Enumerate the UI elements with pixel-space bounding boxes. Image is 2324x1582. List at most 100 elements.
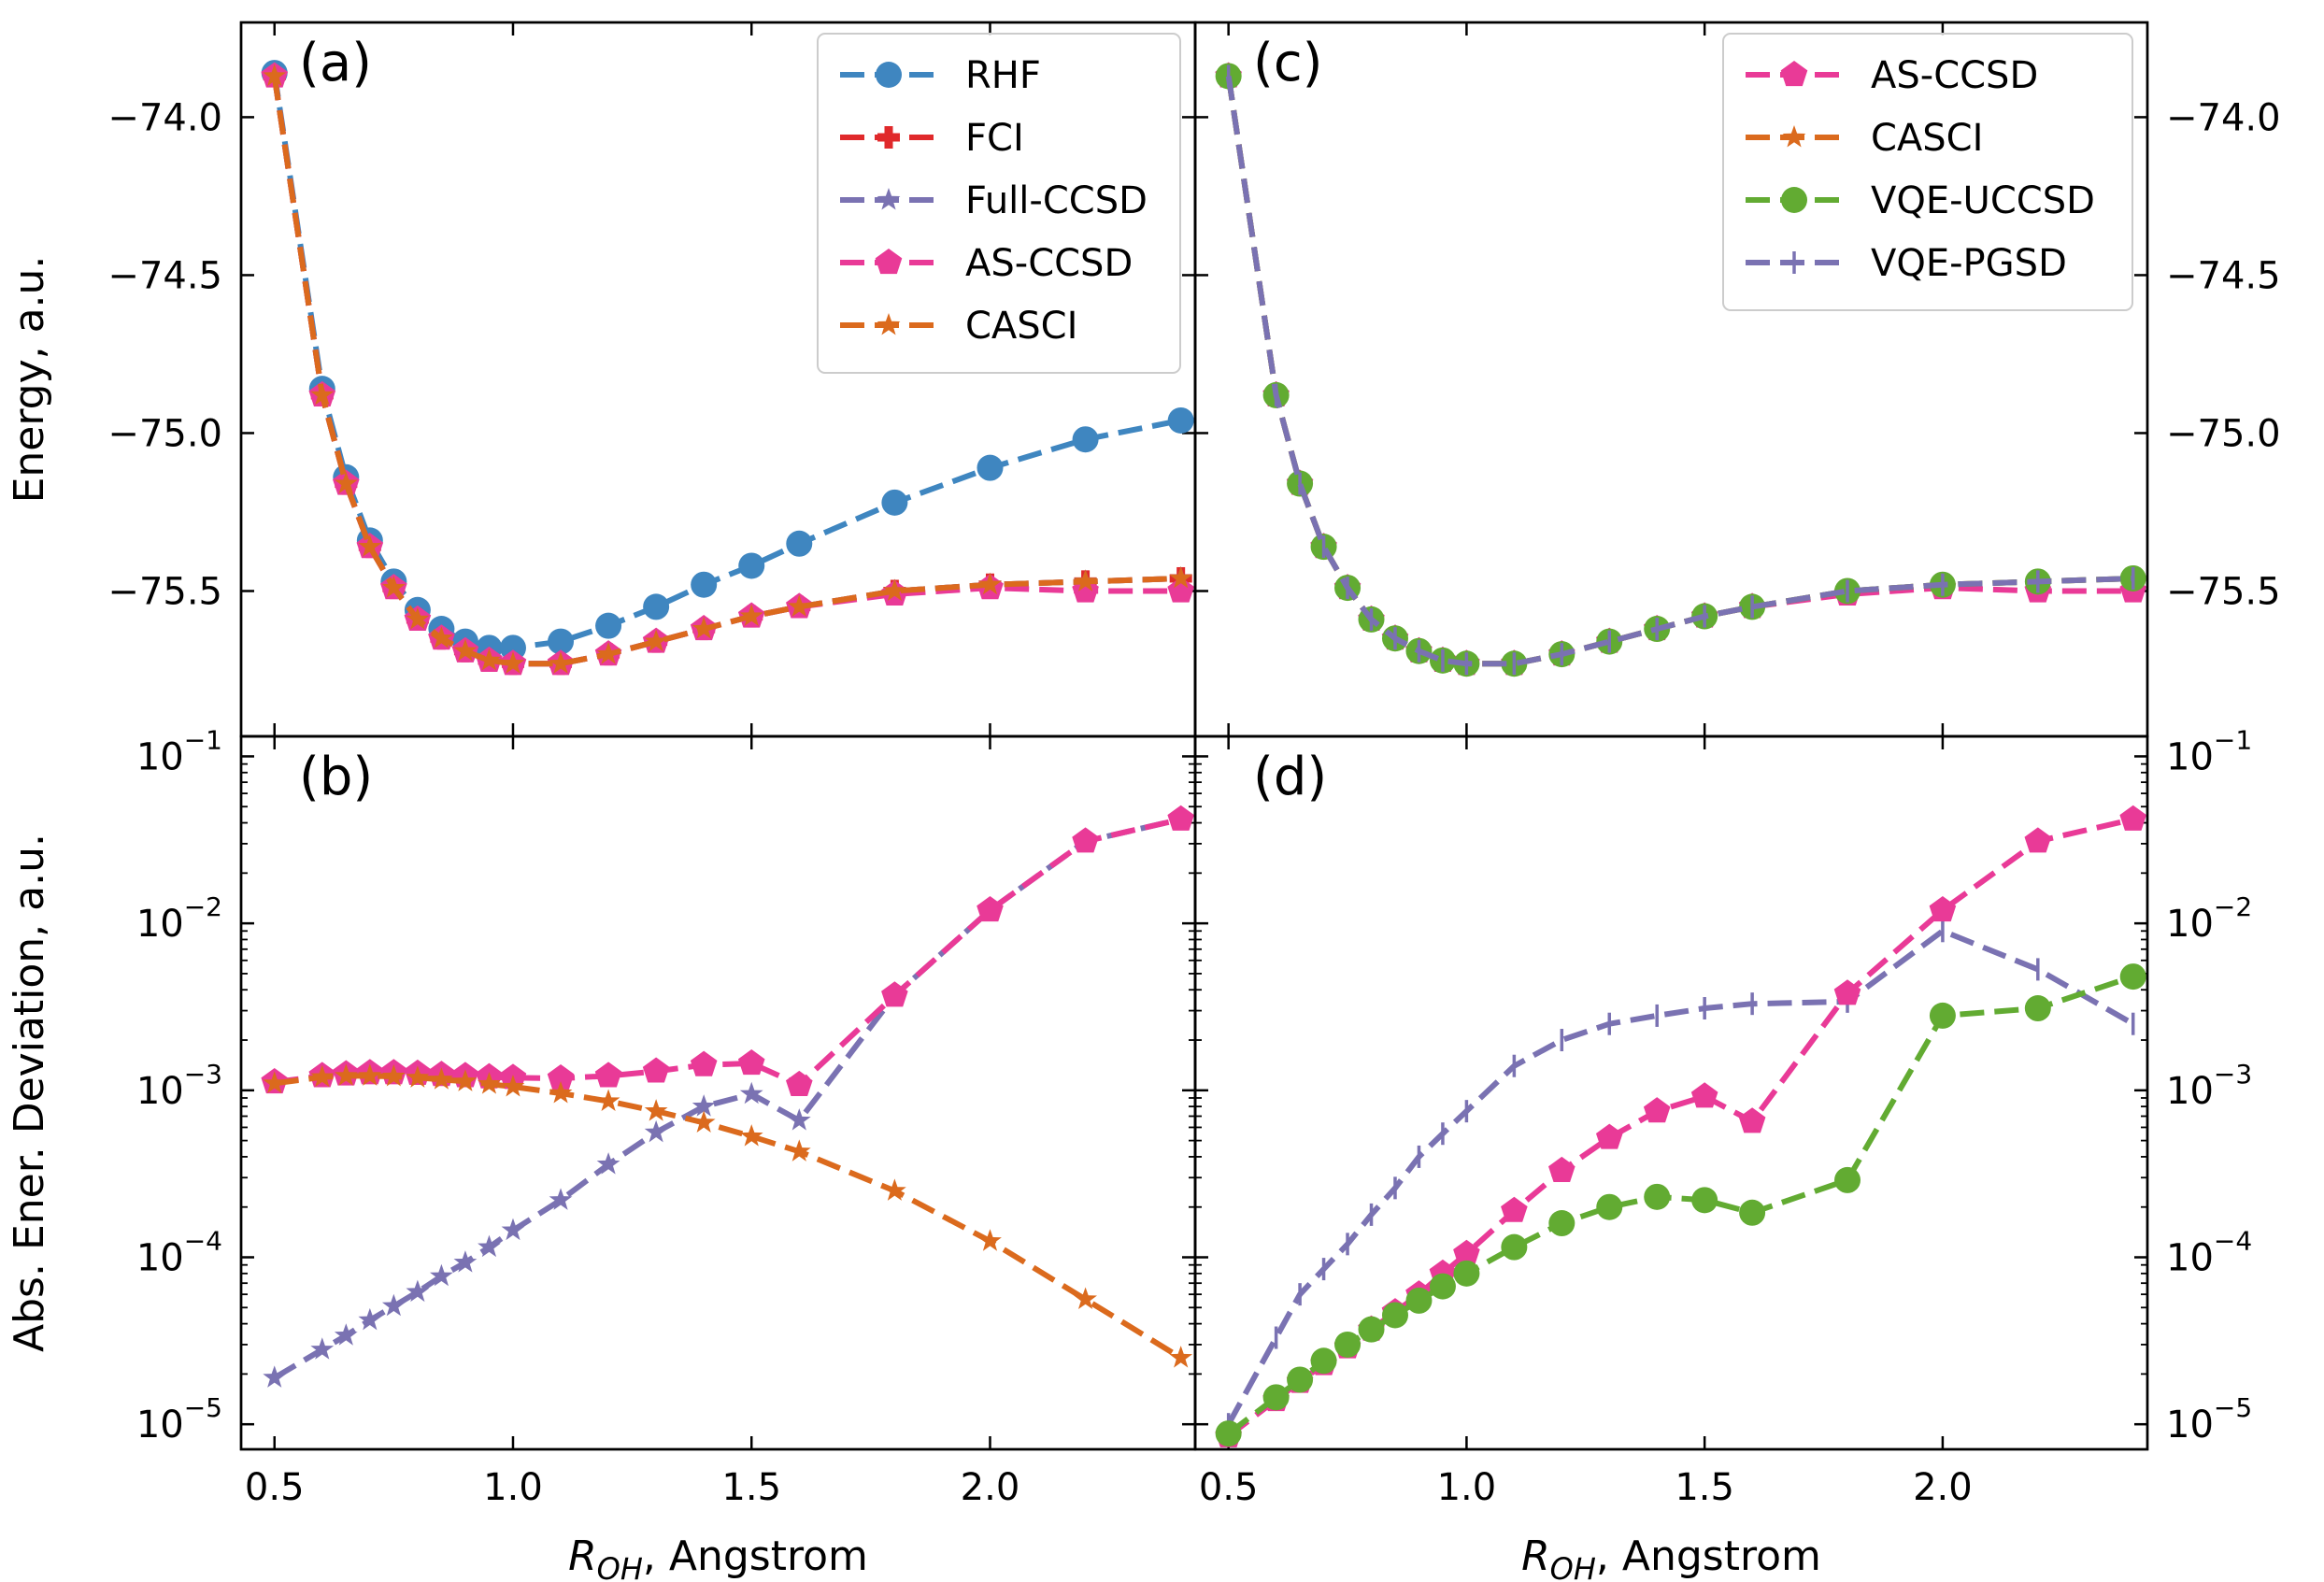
data-point: [1833, 979, 1861, 1005]
legend-label: RHF: [965, 54, 1041, 97]
panel-label-c: (c): [1253, 33, 1322, 93]
y-axis-label-a: Energy, a.u.: [6, 256, 53, 504]
data-point: [453, 1250, 478, 1273]
data-point: [739, 604, 763, 627]
data-point: [547, 1063, 575, 1090]
legend-label: VQE-PGSD: [1871, 242, 2067, 285]
legend-a: RHF FCI Full-CCSD AS-CCSD CASCI: [817, 33, 1181, 374]
y-tick-label: −74.5: [2166, 254, 2281, 297]
data-point: [978, 572, 1002, 595]
data-point: [1690, 1082, 1718, 1108]
data-point: [596, 1152, 620, 1175]
data-point: [310, 382, 335, 406]
data-point: [1453, 1239, 1480, 1265]
data-point: [595, 612, 622, 639]
data-point: [2119, 963, 2146, 991]
data-point: [501, 1075, 525, 1097]
data-point: [358, 534, 382, 557]
panel-label-d: (d): [1253, 747, 1327, 807]
data-point: [787, 1139, 811, 1162]
data-point: [978, 1229, 1002, 1251]
data-point: [642, 1057, 670, 1083]
data-point: [381, 1064, 406, 1087]
y-axis-label-b: Abs. Ener. Deviation, a.u.: [6, 834, 53, 1352]
data-point: [548, 628, 575, 655]
data-point: [549, 651, 573, 674]
data-point: [501, 1218, 525, 1241]
data-point: [977, 454, 1004, 481]
data-point: [334, 471, 358, 494]
data-point: [263, 1365, 287, 1388]
legend-marker: [877, 313, 901, 335]
legend-c: AS-CCSD CASCI VQE-UCCSD VQE-PGSD: [1722, 33, 2133, 311]
legend-label: Full-CCSD: [965, 179, 1148, 222]
data-point: [644, 1119, 668, 1143]
series-casci: [263, 64, 1193, 674]
panel-a: −74.0 −74.5 −75.0 −75.5 (a) RHF FCI Full-CCSD AS…: [6, 22, 1195, 736]
legend-label: CASCI: [1871, 117, 1983, 160]
data-point: [1453, 1260, 1480, 1287]
x-ticks-b: 0.5 1.0 1.5 2.0: [245, 736, 1019, 1509]
data-point: [691, 571, 718, 598]
y-tick-label: 10−4: [136, 1226, 222, 1280]
data-point: [358, 1307, 382, 1331]
legend-marker: [1782, 125, 1806, 148]
data-point: [739, 1124, 763, 1147]
data-point: [1738, 1107, 1766, 1133]
data-point: [882, 1178, 906, 1201]
y-tick-label: −75.5: [2166, 570, 2281, 613]
y-tick-label: 10−5: [136, 1392, 222, 1447]
data-point: [334, 1063, 358, 1086]
data-point: [1929, 895, 1957, 922]
legend-label: CASCI: [965, 305, 1077, 348]
data-point: [1381, 1302, 1408, 1329]
data-point: [1595, 1123, 1623, 1149]
data-point: [2119, 805, 2147, 831]
legend-item: CASCI: [840, 305, 1077, 348]
legend-item: FCI: [840, 117, 1024, 160]
data-point: [1215, 1420, 1242, 1447]
legend-item: CASCI: [1746, 117, 1983, 160]
x-axis-label-b: ROH, Angstrom: [568, 1532, 868, 1582]
data-point: [430, 1263, 453, 1287]
legend-marker: [1781, 187, 1807, 213]
legend-label: FCI: [965, 117, 1024, 160]
data-point: [1501, 1196, 1528, 1222]
y-tick-label: 10−5: [2166, 1392, 2252, 1447]
data-point: [2024, 995, 2051, 1022]
x-tick-label: 1.0: [1437, 1466, 1497, 1509]
data-point: [549, 1080, 573, 1104]
x-tick-label: 0.5: [1199, 1466, 1259, 1509]
data-point: [358, 1063, 382, 1086]
data-point: [1169, 1346, 1193, 1368]
data-point: [1262, 1384, 1290, 1411]
panel-border-d: [1193, 734, 2149, 1451]
legend-marker: [875, 249, 903, 275]
data-point: [1643, 1097, 1671, 1123]
data-point: [478, 648, 501, 671]
y-ticks-b: 10−5 10−4 10−3 10−2 10−1: [136, 724, 1195, 1447]
data-point: [1834, 1166, 1861, 1193]
x-tick-label: 2.0: [1913, 1466, 1973, 1509]
x-axis-label-d: ROH, Angstrom: [1521, 1532, 1821, 1582]
legend-box: [817, 33, 1181, 374]
data-point: [406, 1065, 430, 1088]
legend-box: [1722, 33, 2133, 311]
data-point: [549, 1188, 573, 1210]
data-point: [1167, 577, 1194, 603]
data-point: [1074, 569, 1097, 591]
data-point: [1358, 1316, 1385, 1343]
data-point: [1334, 1331, 1362, 1358]
data-point: [1548, 1210, 1575, 1237]
legend-item: RHF: [840, 54, 1041, 97]
data-point: [1287, 1366, 1314, 1393]
y-tick-label: 10−3: [2166, 1059, 2252, 1113]
panel-b: 10−5 10−4 10−3 10−2 10−1 0.5 1.0 1.5 2.0 (b) ROH, …: [6, 724, 1195, 1582]
y-tick-label: −75.0: [2166, 412, 2281, 455]
x-ticks-d: 0.5 1.0 1.5 2.0: [1199, 736, 1973, 1509]
legend-item: Full-CCSD: [840, 179, 1148, 222]
legend-marker: [876, 62, 902, 88]
legend-marker: [1780, 61, 1808, 87]
panel-c: −74.0 −74.5 −75.0 −75.5 (c) AS-CCSD CASCI VQE-U…: [1195, 22, 2281, 736]
